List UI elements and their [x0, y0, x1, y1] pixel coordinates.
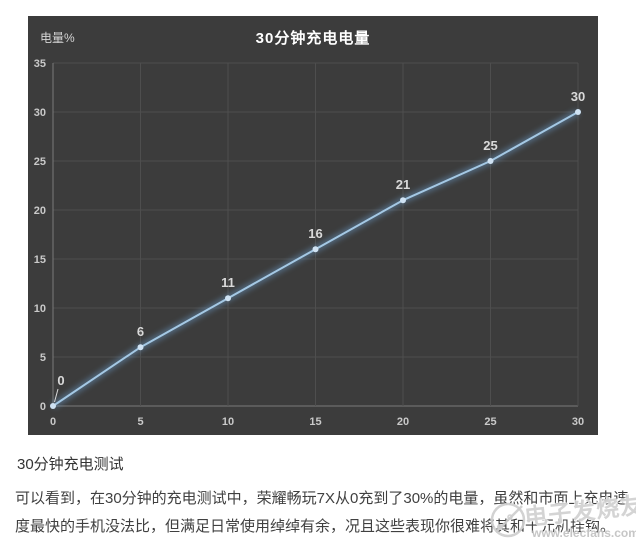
svg-text:21: 21 [396, 177, 410, 192]
svg-text:5: 5 [137, 416, 143, 428]
svg-text:20: 20 [397, 416, 409, 428]
body-paragraph: 可以看到，在30分钟的充电测试中，荣耀畅玩7X从0充到了30%的电量，虽然和市面… [15, 485, 629, 541]
svg-text:30: 30 [572, 416, 584, 428]
series-line [50, 109, 581, 409]
chart-panel: 0 5 10 15 20 25 30 35 0 5 10 15 20 25 30 0 6 11 16 21 25 30 电… [28, 16, 598, 435]
svg-text:25: 25 [34, 156, 46, 168]
svg-text:20: 20 [34, 205, 46, 217]
svg-text:25: 25 [483, 138, 497, 153]
svg-text:0: 0 [50, 416, 56, 428]
svg-text:0: 0 [57, 373, 64, 388]
chart-title: 30分钟充电电量 [255, 30, 371, 47]
svg-text:30: 30 [571, 89, 585, 104]
paragraph-line: 可以看到，在30分钟的充电测试中，荣耀畅玩7X从0充到了30%的电量，虽然和市面… [15, 490, 629, 507]
svg-text:15: 15 [309, 416, 321, 428]
gridlines [52, 62, 579, 407]
y-axis-unit-label: 电量% [40, 31, 75, 45]
svg-text:11: 11 [221, 275, 235, 290]
svg-text:25: 25 [484, 416, 496, 428]
svg-text:30: 30 [34, 107, 46, 119]
svg-text:5: 5 [40, 352, 46, 364]
svg-text:10: 10 [34, 303, 46, 315]
svg-text:16: 16 [308, 226, 322, 241]
svg-text:15: 15 [34, 254, 46, 266]
svg-text:35: 35 [34, 58, 46, 70]
svg-text:0: 0 [40, 401, 46, 413]
svg-text:10: 10 [222, 416, 234, 428]
svg-text:6: 6 [137, 324, 144, 339]
data-labels: 0 6 11 16 21 25 30 [54, 89, 585, 403]
chart-caption: 30分钟充电测试 [17, 456, 124, 473]
paragraph-line: 度最快的手机没法比，但满足日常使用绰绰有余，况且这些表现你很难将其和千元机挂钩。 [15, 518, 616, 535]
